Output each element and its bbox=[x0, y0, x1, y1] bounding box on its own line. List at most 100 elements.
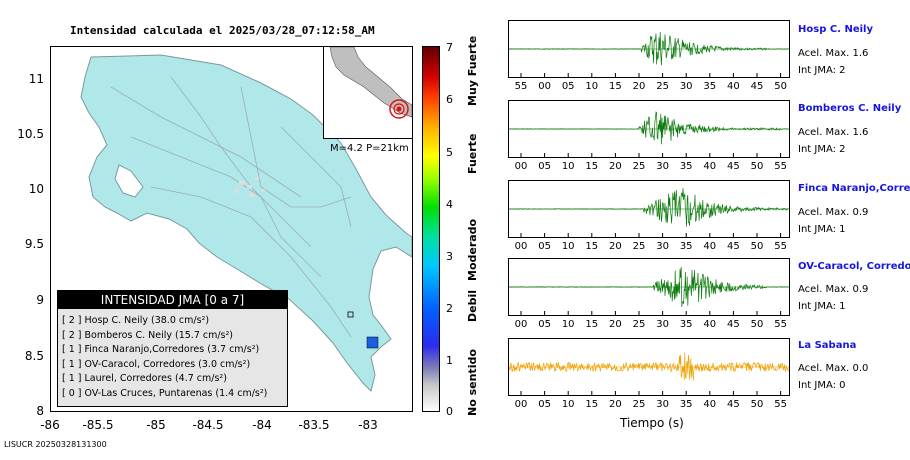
station-intensity: Int JMA: 0 bbox=[798, 380, 846, 391]
trace-tick-label: 45 bbox=[727, 399, 740, 410]
colorbar-tick: 3 bbox=[446, 250, 453, 263]
station-accel: Acel. Max. 0.0 bbox=[798, 363, 869, 374]
seismogram-panel bbox=[508, 258, 790, 316]
trace-tick-label: 40 bbox=[703, 319, 717, 330]
station-intensity: Int JMA: 1 bbox=[798, 301, 846, 312]
trace-tick-label: 30 bbox=[656, 161, 669, 172]
trace-tick-label: 50 bbox=[750, 241, 764, 252]
seismogram-waveform bbox=[509, 31, 789, 66]
legend-item: [ 0 ] OV-Las Cruces, Puntarenas (1.4 cm/… bbox=[62, 387, 268, 399]
map-ytick: 8 bbox=[36, 404, 44, 418]
station-accel: Acel. Max. 0.9 bbox=[798, 207, 869, 218]
colorbar-tick: 0 bbox=[446, 405, 453, 418]
trace-tick-label: 30 bbox=[656, 319, 669, 330]
map-xtick: -85.5 bbox=[82, 418, 114, 432]
trace-tick-label: 55 bbox=[774, 241, 787, 252]
trace-tick-label: 00 bbox=[514, 161, 528, 172]
trace-tick-label: 05 bbox=[561, 81, 575, 92]
trace-tick-label: 30 bbox=[679, 81, 693, 92]
seismogram-trace bbox=[509, 266, 789, 315]
station-intensity: Int JMA: 2 bbox=[798, 65, 846, 76]
trace-tick-label: 25 bbox=[632, 399, 646, 410]
station-marker bbox=[366, 336, 379, 349]
trace-tick-label: 25 bbox=[632, 161, 646, 172]
seismogram-trace bbox=[509, 188, 789, 237]
epicenter-marker bbox=[396, 106, 402, 112]
legend-list: [ 2 ] Hosp C. Neily (38.0 cm/s²) [ 2 ] B… bbox=[62, 315, 267, 402]
trace-tick-label: 05 bbox=[538, 319, 551, 330]
trace-tick-label: 55 bbox=[774, 399, 787, 410]
seismogram-waveform bbox=[509, 266, 789, 307]
map-xtick: -83.5 bbox=[298, 418, 330, 432]
trace-tick-label: 20 bbox=[632, 81, 646, 92]
trace-tick-label: 20 bbox=[609, 161, 622, 172]
trace-tick-label: 20 bbox=[609, 241, 622, 252]
costa-rica-land bbox=[80, 54, 413, 392]
station-accel: Acel. Max. 1.6 bbox=[798, 127, 869, 138]
trace-tick-label: 25 bbox=[632, 241, 646, 252]
trace-tick-label: 35 bbox=[679, 319, 693, 330]
inset-map bbox=[323, 46, 413, 139]
trace-tick-label: 25 bbox=[632, 319, 646, 330]
colorbar-label: Muy Fuerte bbox=[466, 35, 479, 106]
trace-tick-label: 00 bbox=[514, 319, 528, 330]
station-name: La Sabana bbox=[798, 340, 857, 351]
trace-tick-label: 50 bbox=[774, 81, 787, 92]
trace-tick-label: 30 bbox=[656, 399, 669, 410]
seismogram-trace bbox=[509, 31, 789, 77]
intensity-legend: INTENSIDAD JMA [0 a 7] [ 2 ] Hosp C. Nei… bbox=[57, 290, 288, 407]
time-axis-label: Tiempo (s) bbox=[620, 416, 684, 430]
station-accel: Acel. Max. 0.9 bbox=[798, 284, 869, 295]
trace-tick-label: 55 bbox=[774, 161, 787, 172]
trace-tick-label: 15 bbox=[585, 399, 599, 410]
map-ytick: 10 bbox=[28, 182, 44, 196]
map-ytick: 9.5 bbox=[24, 237, 44, 251]
station-name: Finca Naranjo,Corredores bbox=[798, 183, 910, 194]
trace-tick-label: 10 bbox=[561, 161, 575, 172]
footer-id: LISUCR 20250328131300 bbox=[4, 440, 107, 449]
colorbar-label: No sentido bbox=[466, 349, 479, 416]
costa-rica-map bbox=[80, 54, 413, 392]
trace-tick-label: 00 bbox=[538, 81, 551, 92]
legend-item: [ 2 ] Hosp C. Neily (38.0 cm/s²) bbox=[62, 315, 210, 326]
seismogram-waveform bbox=[509, 188, 789, 227]
trace-tick-label: 00 bbox=[514, 399, 528, 410]
map-ytick: 10.5 bbox=[17, 127, 44, 141]
trace-tick-label: 45 bbox=[727, 161, 740, 172]
trace-tick-label: 25 bbox=[656, 81, 669, 92]
station-intensity: Int JMA: 1 bbox=[798, 224, 846, 235]
map-xtick: -85 bbox=[146, 418, 166, 432]
seismogram-trace bbox=[509, 352, 789, 395]
trace-tick-label: 05 bbox=[538, 241, 551, 252]
trace-tick-label: 55 bbox=[514, 81, 528, 92]
seismogram-panel bbox=[508, 180, 790, 238]
legend-item: [ 1 ] Finca Naranjo,Corredores (3.7 cm/s… bbox=[62, 344, 260, 355]
trace-tick-label: 35 bbox=[679, 161, 693, 172]
legend-item: [ 1 ] OV-Caracol, Corredores (3.0 cm/s²) bbox=[62, 358, 251, 370]
station-name: Hosp C. Neily bbox=[798, 24, 873, 35]
trace-tick-label: 35 bbox=[679, 241, 693, 252]
colorbar-label: Debil bbox=[466, 289, 479, 322]
map-title: Intensidad calculada el 2025/03/28_07:12… bbox=[70, 24, 375, 37]
colorbar-tick: 5 bbox=[446, 146, 453, 159]
colorbar-label: Fuerte bbox=[466, 133, 479, 174]
colorbar-tick: 4 bbox=[446, 198, 453, 211]
colorbar-tick: 1 bbox=[446, 354, 453, 367]
epicenter-ring bbox=[389, 99, 409, 119]
seismogram-panel bbox=[508, 20, 790, 78]
seismogram-panel bbox=[508, 100, 790, 158]
trace-tick-label: 50 bbox=[750, 319, 764, 330]
trace-tick-label: 10 bbox=[561, 399, 575, 410]
trace-tick-label: 10 bbox=[561, 319, 575, 330]
seismogram-trace bbox=[509, 110, 789, 157]
map-xtick: -84 bbox=[252, 418, 272, 432]
colorbar-label: Moderado bbox=[466, 218, 479, 281]
trace-tick-label: 15 bbox=[609, 81, 622, 92]
map-xtick: -83 bbox=[358, 418, 378, 432]
station-name: OV-Caracol, Corredores bbox=[798, 261, 910, 272]
trace-tick-label: 50 bbox=[750, 399, 764, 410]
trace-tick-label: 45 bbox=[727, 241, 740, 252]
trace-tick-label: 00 bbox=[514, 241, 528, 252]
station-intensity: Int JMA: 2 bbox=[798, 144, 846, 155]
map-ytick: 11 bbox=[28, 72, 44, 86]
